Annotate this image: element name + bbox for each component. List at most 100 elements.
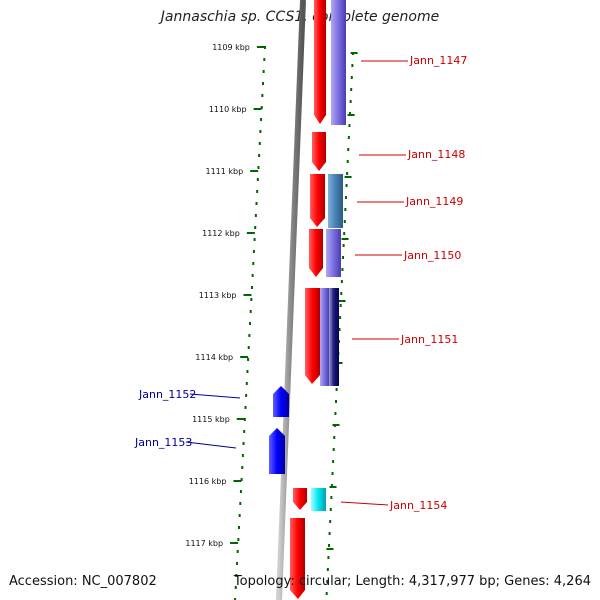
scale-ticks: 1109 kbp 1110 kbp 1111 kbp 1112 kbp 1113 kbp… (185, 43, 358, 550)
scale-tick (332, 424, 340, 426)
scale-track-left (234, 46, 266, 600)
scale-dot (344, 196, 347, 199)
scale-tick (338, 300, 346, 302)
scale-tick (326, 548, 334, 550)
scale-dot (249, 322, 252, 325)
scale-tick (350, 52, 358, 54)
scale-dot (256, 190, 259, 193)
scale-dot (325, 592, 328, 595)
scale-dot (347, 136, 350, 139)
gene-label-jann-1149[interactable]: Jann_1149 (405, 195, 463, 208)
gene-jann-1147-feature[interactable] (314, 0, 346, 125)
gene-jann-1154-feature[interactable] (293, 488, 326, 511)
scale-label: 1112 kbp (202, 229, 240, 238)
scale-dot (251, 274, 254, 277)
scale-dot (331, 472, 334, 475)
gene-jann-1155-feature[interactable] (290, 518, 305, 599)
scale-dot (351, 64, 354, 67)
scale-dot (260, 106, 263, 109)
scale-dot (239, 502, 242, 505)
scale-label: 1113 kbp (199, 291, 237, 300)
scale-dot (246, 370, 249, 373)
gene-label-jann-1148[interactable]: Jann_1148 (407, 148, 465, 161)
gene-label-jann-1150[interactable]: Jann_1150 (403, 249, 461, 262)
scale-dot (258, 154, 261, 157)
scale-dot (257, 166, 260, 169)
scale-dot (332, 448, 335, 451)
scale-tick (347, 114, 355, 116)
scale-dot (350, 76, 353, 79)
scale-dot (255, 202, 258, 205)
scale-dot (256, 178, 259, 181)
scale-dot (330, 496, 333, 499)
scale-dot (329, 520, 332, 523)
scale-dot (238, 526, 240, 529)
scale-label: 1117 kbp (185, 539, 223, 548)
scale-dot (332, 460, 335, 463)
gene-label-jann-1153[interactable]: Jann_1153 (134, 436, 192, 449)
scale-dot (348, 124, 351, 127)
scale-dot (241, 466, 244, 469)
scale-tick (236, 418, 245, 420)
scale-dot (335, 388, 338, 391)
scale-dot (238, 514, 241, 517)
gene-jann-1151-feature[interactable] (305, 288, 339, 386)
scale-dot (328, 544, 331, 547)
scale-dot (235, 574, 238, 577)
scale-dot (339, 316, 342, 319)
scale-dot (252, 250, 255, 253)
gene-jann-1153-feature[interactable] (269, 428, 285, 474)
scale-dot (343, 232, 346, 235)
scale-tick (230, 542, 239, 544)
scale-dot (242, 442, 245, 445)
scale-dot (254, 226, 257, 229)
gene-label-jann-1152[interactable]: Jann_1152 (138, 388, 196, 401)
scale-tick (253, 108, 262, 110)
scale-label: 1115 kbp (192, 415, 230, 424)
scale-dot (259, 130, 262, 133)
scale-tick (233, 480, 242, 482)
scale-dot (239, 490, 242, 493)
scale-dot (328, 532, 331, 535)
scale-dot (341, 268, 344, 271)
scale-tick (250, 170, 259, 172)
scale-dot (258, 142, 261, 145)
gene-jann-1150-feature[interactable] (309, 229, 341, 277)
scale-tick (329, 486, 337, 488)
scale-dot (326, 568, 329, 571)
scale-dot (234, 598, 237, 600)
gene-jann-1149-feature[interactable] (310, 174, 343, 228)
gene-label-jann-1147[interactable]: Jann_1147 (409, 54, 467, 67)
scale-tick (243, 294, 252, 296)
scale-tick (335, 362, 343, 364)
scale-dot (345, 184, 348, 187)
scale-dot (254, 214, 257, 217)
scale-dot (241, 454, 244, 457)
scale-dot (343, 220, 346, 223)
scale-dot (245, 382, 248, 385)
scale-dot (253, 238, 256, 241)
accession-text: Accession: NC_007802 (9, 574, 157, 589)
scale-dot (263, 58, 266, 61)
scale-dot (243, 418, 246, 421)
scale-dot (334, 412, 337, 415)
scale-dot (247, 346, 250, 349)
gene-jann-1148-feature[interactable] (312, 132, 326, 171)
scale-tick (246, 232, 255, 234)
genome-backbone (276, 0, 306, 600)
scale-dot (244, 406, 247, 409)
gene-label-jann-1151[interactable]: Jann_1151 (400, 333, 458, 346)
scale-dot (240, 478, 243, 481)
scale-dot (252, 262, 255, 265)
scale-dot (245, 394, 248, 397)
gene-label-jann-1154[interactable]: Jann_1154 (389, 499, 447, 512)
scale-label: 1109 kbp (212, 43, 250, 52)
scale-tick (344, 176, 352, 178)
scale-dot (342, 244, 345, 247)
scale-dot (346, 160, 349, 163)
scale-dot (342, 256, 345, 259)
gene-jann-1152-feature[interactable] (273, 386, 289, 417)
scale-dot (340, 292, 343, 295)
scale-dot (344, 208, 347, 211)
